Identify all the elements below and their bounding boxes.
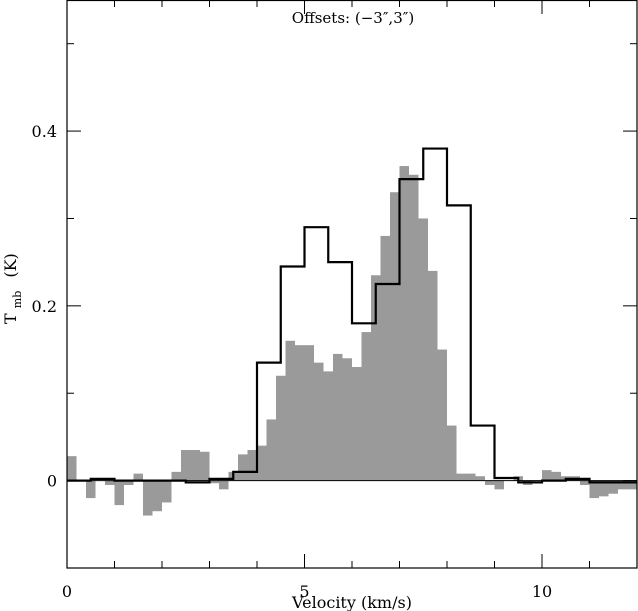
- histogram-bar: [551, 471, 561, 481]
- x-tick-label: 10: [532, 582, 552, 601]
- histogram-bar: [124, 480, 134, 485]
- histogram-bar: [475, 476, 485, 481]
- histogram-bar: [190, 450, 200, 481]
- histogram-bar: [428, 270, 438, 481]
- axis-ticks: [66, 0, 638, 569]
- histogram-bar: [447, 425, 457, 481]
- histogram-bar: [352, 367, 362, 481]
- histogram-bar: [437, 349, 447, 481]
- svg-text:T mb (K): T mb (K): [1, 253, 25, 324]
- histogram-bar: [219, 480, 229, 490]
- histogram-bar: [323, 371, 333, 481]
- histogram-bar: [247, 450, 257, 481]
- histogram-bar: [627, 480, 637, 490]
- histogram-bar: [238, 454, 248, 481]
- histogram-bars: [67, 166, 637, 516]
- histogram-bar: [171, 471, 181, 481]
- histogram-bar: [399, 166, 409, 481]
- histogram-bar: [390, 192, 400, 481]
- histogram-bar: [456, 473, 466, 481]
- histogram-bar: [285, 340, 295, 481]
- histogram-bar: [133, 473, 143, 481]
- x-axis-label: Velocity (km/s): [291, 593, 412, 611]
- histogram-bar: [105, 480, 115, 485]
- histogram-bar: [333, 353, 343, 481]
- histogram-bar: [276, 375, 286, 481]
- histogram-bar: [152, 480, 162, 512]
- histogram-bar: [599, 480, 609, 497]
- histogram-bar: [542, 470, 552, 481]
- y-tick-label: 0: [47, 472, 57, 491]
- x-tick-label: 0: [62, 582, 72, 601]
- histogram-bar: [342, 358, 352, 481]
- histogram-bar: [200, 451, 210, 481]
- y-axis-label-subscript: mb: [11, 291, 24, 308]
- y-axis-label-unit: (K): [1, 253, 20, 277]
- histogram-bar: [494, 480, 504, 490]
- y-axis-label-main: T: [1, 313, 20, 324]
- histogram-bar: [409, 174, 419, 481]
- histogram-bar: [361, 332, 371, 481]
- y-tick-label: 0.2: [32, 297, 57, 316]
- y-axis-label: T mb (K): [1, 253, 25, 324]
- histogram-bar: [380, 235, 390, 481]
- histogram-bar: [418, 218, 428, 481]
- histogram-bar: [86, 480, 96, 499]
- histogram-bar: [181, 450, 191, 481]
- histogram-bar: [618, 480, 628, 490]
- step-line-series: [67, 147, 637, 484]
- histogram-bar: [295, 345, 305, 481]
- histogram-bar: [304, 345, 314, 481]
- histogram-bar: [143, 480, 153, 516]
- histogram-bar: [371, 275, 381, 481]
- histogram-bar: [608, 480, 618, 494]
- histogram-bar: [314, 362, 324, 481]
- histogram-bar: [589, 480, 599, 499]
- histogram-bar: [485, 480, 495, 485]
- histogram-bar: [67, 456, 77, 481]
- histogram-bar: [580, 480, 590, 485]
- histogram-bar: [162, 480, 172, 503]
- histogram-bar: [209, 480, 219, 484]
- y-tick-label: 0.4: [32, 122, 57, 141]
- tick-labels: 0 5 10 0 0.2 0.4: [32, 122, 553, 601]
- histogram-bar: [466, 473, 476, 481]
- histogram-bar: [257, 445, 267, 481]
- x-tick-label: 5: [299, 582, 309, 601]
- chart-title: Offsets: (−3″,3″): [292, 9, 414, 27]
- histogram-bar: [266, 419, 276, 481]
- histogram-bar: [114, 480, 124, 506]
